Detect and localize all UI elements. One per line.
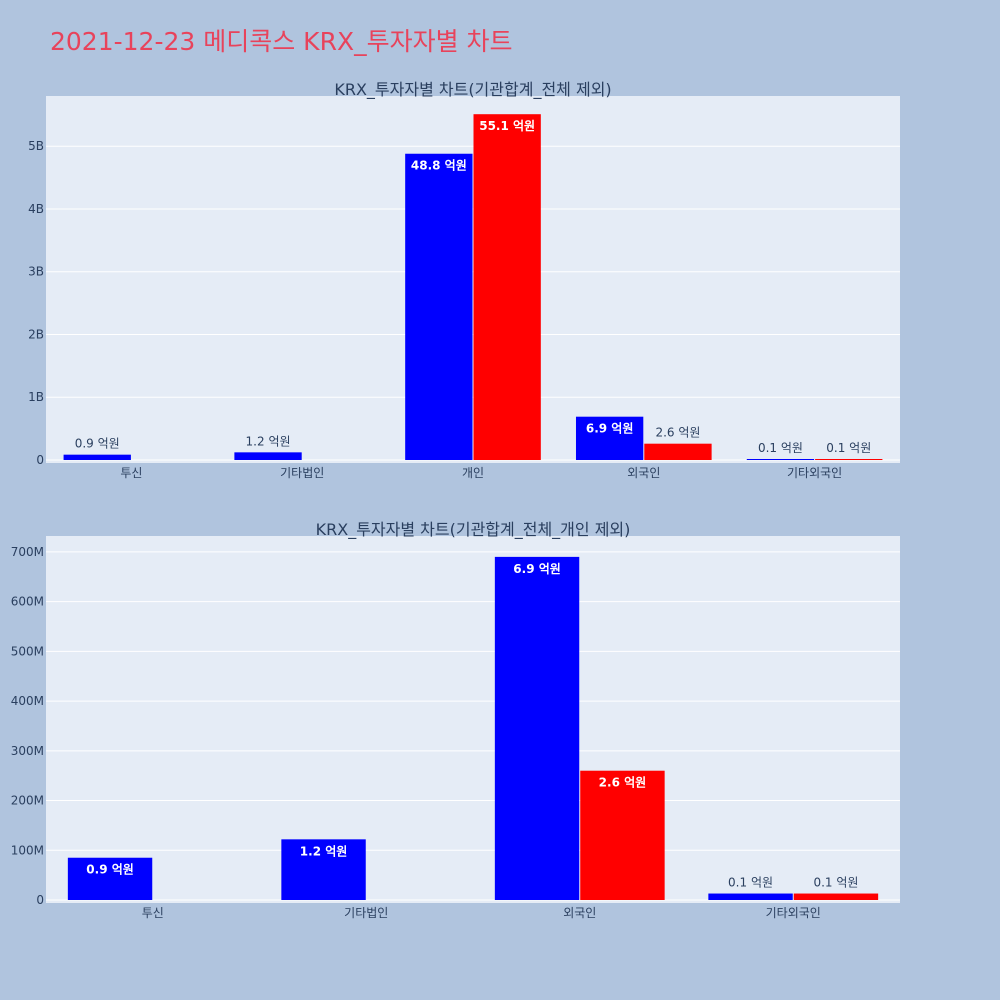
y-tick-label: 1B	[28, 390, 44, 404]
y-tick-label: 200M	[11, 794, 44, 808]
bar	[746, 459, 815, 460]
y-tick-label: 700M	[11, 545, 44, 559]
data-label: 2.6 억원	[599, 776, 647, 790]
y-tick-label: 4B	[28, 202, 44, 216]
page-title: 2021-12-23 메디콕스 KRX_투자자별 차트	[50, 27, 513, 56]
data-label: 1.2 억원	[300, 844, 348, 858]
bar	[575, 416, 644, 460]
bar	[708, 893, 793, 900]
bar	[580, 770, 665, 900]
y-tick-label: 300M	[11, 744, 44, 758]
data-label: 0.9 억원	[75, 437, 120, 451]
y-tick-label: 3B	[28, 265, 44, 279]
data-label: 0.1 억원	[758, 441, 803, 455]
data-label: 48.8 억원	[411, 159, 467, 173]
bar	[234, 452, 302, 460]
data-label: 6.9 억원	[513, 562, 561, 576]
data-label: 1.2 억원	[246, 434, 291, 448]
bar	[793, 893, 879, 900]
y-tick-label: 0	[36, 893, 44, 907]
chart-top: 0 1B 2B 3B 4B 5B KRX_투자자별 차트(기관합계_전체 제외) 투신 0.9 …	[28, 80, 900, 480]
x-tick-label: 개인	[462, 466, 484, 480]
chart-title: KRX_투자자별 차트(기관합계_전체_개인 제외)	[316, 520, 631, 540]
chart-title: KRX_투자자별 차트(기관합계_전체 제외)	[334, 80, 611, 100]
y-tick-label: 400M	[11, 694, 44, 708]
x-tick-label: 외국인	[627, 466, 660, 480]
data-label: 0.9 억원	[86, 863, 134, 877]
bar	[644, 443, 712, 460]
x-tick-label: 외국인	[563, 906, 596, 920]
y-tick-label: 5B	[28, 139, 44, 153]
y-tick-label: 2B	[28, 327, 44, 341]
x-tick-label: 기타외국인	[766, 906, 821, 920]
bar	[281, 839, 366, 900]
y-tick-label: 100M	[11, 843, 44, 857]
x-tick-label: 투신	[120, 466, 142, 480]
plot-area	[46, 96, 900, 463]
bar	[405, 153, 473, 461]
bar	[67, 857, 153, 900]
y-tick-label: 500M	[11, 644, 44, 658]
data-label: 0.1 억원	[813, 876, 858, 890]
bar	[473, 114, 541, 460]
bar	[63, 454, 131, 460]
plot-area	[46, 536, 900, 903]
data-label: 2.6 억원	[655, 426, 700, 440]
x-tick-label: 기타법인	[344, 906, 388, 920]
y-tick-label: 0	[36, 453, 44, 467]
bar	[815, 459, 883, 460]
data-label: 6.9 억원	[586, 422, 634, 436]
data-label: 0.1 억원	[728, 876, 773, 890]
data-label: 55.1 억원	[479, 119, 535, 133]
bar	[494, 556, 580, 900]
x-tick-label: 기타법인	[280, 466, 324, 480]
data-label: 0.1 억원	[826, 441, 871, 455]
x-tick-label: 기타외국인	[787, 466, 842, 480]
x-tick-label: 투신	[142, 906, 164, 920]
y-tick-label: 600M	[11, 595, 44, 609]
